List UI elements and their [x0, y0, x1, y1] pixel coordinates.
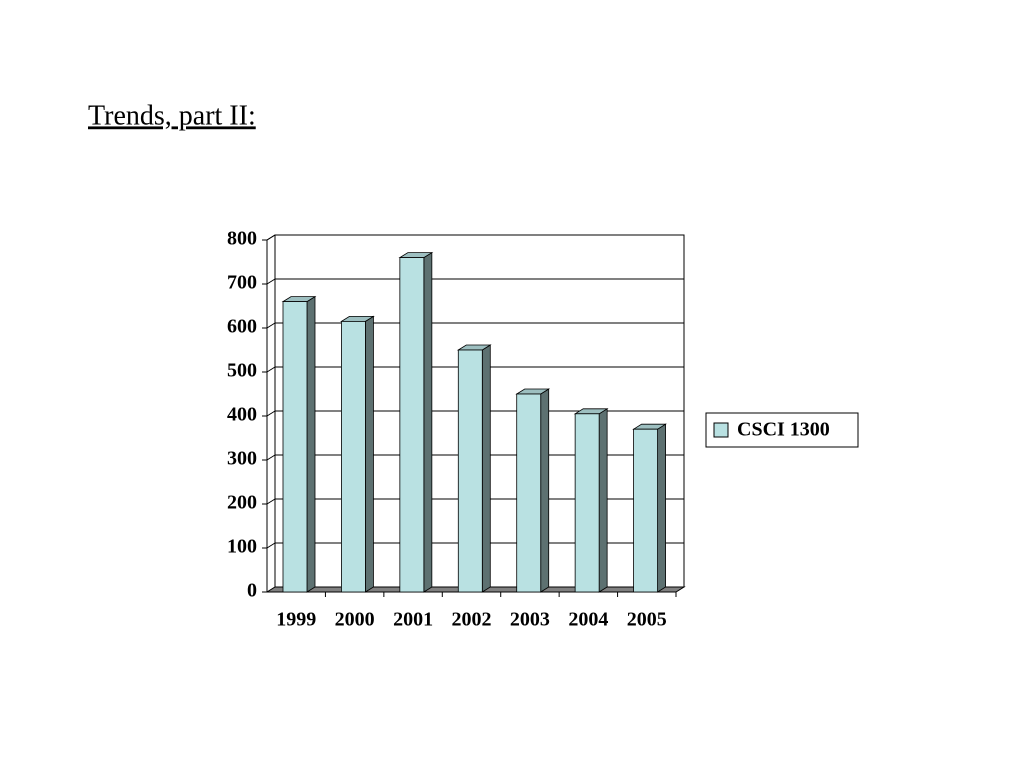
y-tick-label: 0: [247, 580, 257, 602]
grid-side: [266, 498, 276, 505]
bar-side: [481, 344, 491, 593]
grid-side: [266, 366, 276, 373]
bar-side: [540, 388, 550, 593]
legend-label: CSCI 1300: [737, 419, 830, 441]
grid-side: [266, 454, 276, 461]
grid-side: [266, 278, 276, 285]
bar-side: [365, 315, 374, 593]
bar-side: [598, 408, 608, 593]
y-tick-label: 500: [227, 360, 257, 382]
x-tick-label: 2000: [335, 609, 375, 631]
x-tick-label: 1999: [276, 609, 316, 631]
legend-swatch: [713, 422, 729, 438]
grid-side: [266, 542, 276, 549]
grid-side: [266, 410, 276, 417]
bar-side: [306, 295, 316, 593]
bar: [574, 413, 600, 593]
x-tick-label: 2002: [452, 609, 492, 631]
bar-side: [423, 251, 433, 593]
x-tick-label: 2001: [393, 609, 433, 631]
bar: [633, 428, 658, 593]
x-tick-label: 2003: [510, 609, 550, 631]
y-tick-label: 700: [227, 272, 257, 294]
y-tick-label: 200: [227, 492, 257, 514]
bar: [457, 349, 483, 593]
bar: [341, 320, 366, 593]
bar: [399, 257, 425, 593]
slide-title: Trends, part II:: [88, 100, 256, 131]
x-tick-label: 2004: [568, 609, 608, 631]
x-tick-label: 2005: [627, 609, 667, 631]
bar: [282, 301, 308, 593]
y-tick-label: 600: [227, 316, 257, 338]
grid-side: [266, 322, 276, 329]
legend-box: [705, 412, 859, 448]
y-axis-depth: [266, 234, 276, 241]
bar: [516, 393, 542, 593]
y-tick-label: 300: [227, 448, 257, 470]
y-tick-label: 100: [227, 536, 257, 558]
y-tick-label: 400: [227, 404, 257, 426]
y-tick-label: 800: [227, 228, 257, 250]
bar-side: [657, 423, 666, 593]
